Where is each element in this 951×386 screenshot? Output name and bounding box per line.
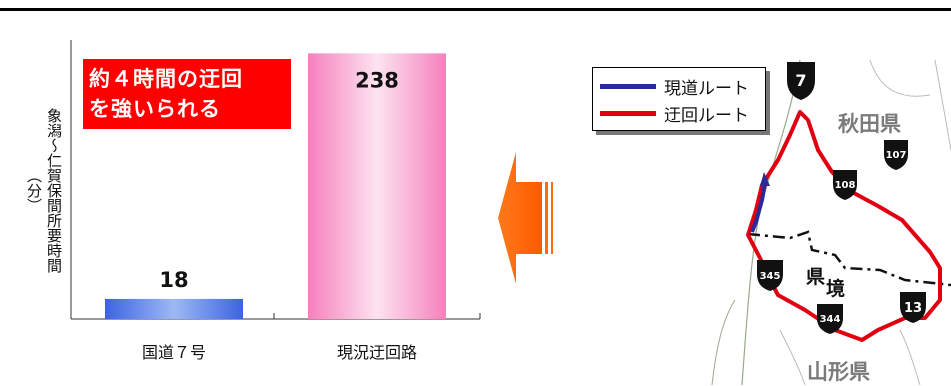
route-shield-108-label: 108 xyxy=(835,180,856,191)
route-shield-345-label: 345 xyxy=(760,271,781,282)
route-shield-107-icon: 107 xyxy=(884,140,908,170)
x-tick-label-genkyo-ukairo: 現況迂回路 xyxy=(337,343,417,362)
route-shield-7-icon: 7 xyxy=(787,62,815,100)
route-shield-13-icon: 13 xyxy=(900,292,926,323)
data-label-kokudo-7: 18 xyxy=(159,268,188,292)
data-label-genkyo-ukairo: 238 xyxy=(355,68,399,92)
route-map: 7 107 108 345 344 13 xyxy=(711,59,951,385)
map-label-yamagata: 山形県 xyxy=(807,360,870,384)
border-label-kyo: 境 xyxy=(826,278,846,300)
route-shield-108-icon: 108 xyxy=(833,170,857,200)
legend-label-current-route: 現道ルート xyxy=(664,78,749,99)
legend-box xyxy=(592,67,766,131)
bar-kokudo-7 xyxy=(105,298,243,319)
route-shield-344-label: 344 xyxy=(820,314,841,325)
route-shield-7-label: 7 xyxy=(795,71,806,90)
y-axis-label: 象潟～仁賀保間所要時間 （分） xyxy=(4,60,64,320)
route-shield-107-label: 107 xyxy=(886,150,907,161)
legend-item-detour-route: 迂回ルート xyxy=(600,100,749,126)
y-axis-label-main: 象潟～仁賀保間所要時間 xyxy=(45,107,63,273)
route-shield-345-icon: 345 xyxy=(757,260,783,291)
top-rule xyxy=(0,8,951,11)
callout-line-1: 約４時間の迂回 xyxy=(89,67,243,91)
map-label-akita: 秋田県 xyxy=(838,112,901,136)
callout-line-2: を強いられる xyxy=(89,97,221,121)
x-tick-label-kokudo-7: 国道７号 xyxy=(142,343,206,362)
bar-genkyo-ukairo xyxy=(308,53,446,319)
y-axis-label-unit: （分） xyxy=(25,167,43,213)
legend-swatch-red xyxy=(600,110,656,116)
legend-swatch-blue xyxy=(600,83,656,89)
legend-label-detour-route: 迂回ルート xyxy=(664,105,749,126)
detour-callout: 約４時間の迂回 を強いられる xyxy=(83,59,291,129)
left-arrow-icon xyxy=(498,152,553,284)
legend-item-current-route: 現道ルート xyxy=(600,73,749,99)
route-shield-13-label: 13 xyxy=(904,301,922,316)
route-shield-344-icon: 344 xyxy=(817,304,843,334)
map-legend: 現道ルート 迂回ルート xyxy=(592,67,772,137)
border-label-ken: 県 xyxy=(806,266,826,288)
